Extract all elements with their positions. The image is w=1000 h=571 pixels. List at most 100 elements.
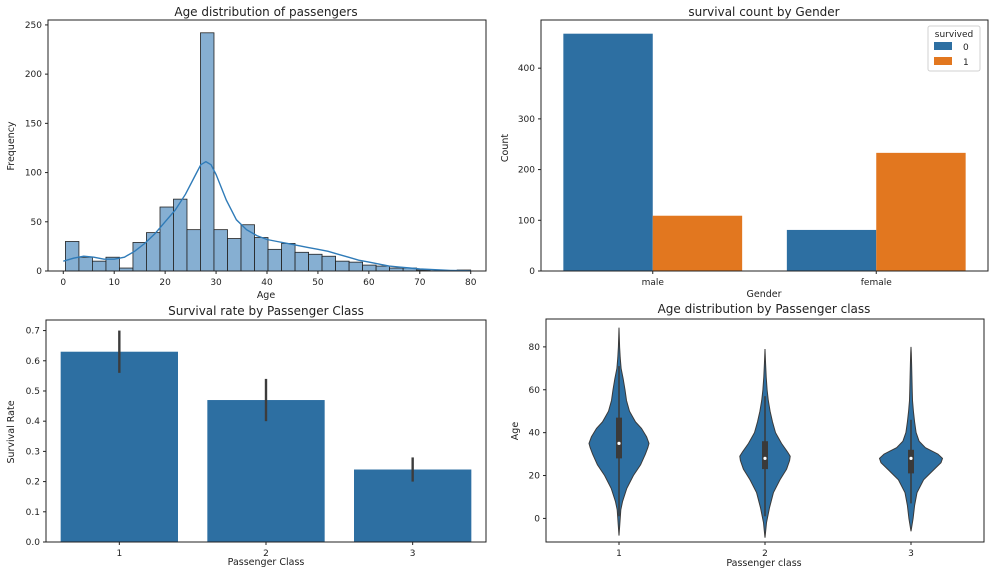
histogram-title: Age distribution of passengers — [174, 5, 357, 19]
class-rate-ytick-label: 0.2 — [26, 478, 40, 488]
violin-quartile-box — [908, 449, 914, 474]
histogram-bar — [213, 229, 228, 272]
class-rate-axes-frame — [45, 319, 487, 543]
histogram-bar — [146, 232, 161, 272]
panel-class-survival-rate: Survival rate by Passenger Class Passeng… — [6, 304, 487, 568]
gender-ytick-label: 200 — [518, 166, 535, 176]
gender-bar — [876, 152, 966, 271]
histogram-bar — [335, 260, 350, 272]
histogram-xtick-label: 50 — [312, 278, 324, 288]
histogram-xtick-label: 60 — [363, 278, 375, 288]
class-rate-ylabel: Survival Rate — [6, 400, 17, 463]
legend-label-0: 0 — [963, 43, 969, 53]
gender-chart-legend: survived 0 1 — [927, 25, 981, 72]
legend-swatch-1 — [934, 57, 952, 65]
histogram-bar — [200, 32, 215, 272]
violin-median-marker — [617, 441, 621, 445]
violin-ytick-label: 40 — [529, 429, 541, 439]
gender-ytick-label: 0 — [529, 267, 535, 277]
gender-ytick-label: 400 — [518, 64, 535, 74]
class-rate-ytick-label: 0.6 — [26, 357, 41, 367]
class-rate-bar — [207, 400, 325, 542]
violin-ytick-label: 60 — [529, 386, 541, 396]
violin-median-marker — [763, 456, 767, 460]
class-rate-bar — [60, 351, 178, 542]
histogram-bar — [186, 229, 201, 272]
histogram-xtick-label: 0 — [60, 278, 66, 288]
class-rate-xtick-label: 1 — [116, 549, 122, 559]
histogram-kde-line — [63, 160, 471, 272]
class-rate-ytick-label: 0.1 — [26, 508, 40, 518]
histogram-bar — [375, 265, 390, 272]
histogram-xtick-label: 20 — [159, 278, 171, 288]
violin-xlabel: Passenger class — [726, 558, 801, 569]
violin-xtick-label: 3 — [908, 549, 914, 559]
class-rate-xtick-label: 3 — [410, 549, 416, 559]
histogram-ylabel: Frequency — [6, 121, 17, 170]
histogram-ytick-label: 150 — [25, 119, 42, 129]
class-rate-ytick-label: 0.7 — [26, 327, 40, 337]
violin-ytick-label: 0 — [534, 514, 540, 524]
class-rate-ytick-label: 0.4 — [26, 417, 41, 427]
class-rate-ytick-label: 0.0 — [26, 538, 41, 548]
histogram-bar — [321, 255, 336, 272]
gender-xtick-label: male — [642, 278, 665, 288]
histogram-ytick-label: 200 — [25, 70, 42, 80]
gender-bar — [652, 215, 743, 271]
gender-bar — [786, 229, 877, 271]
histogram-bar — [281, 243, 296, 272]
histogram-xlabel: Age — [257, 290, 276, 301]
legend-label-1: 1 — [963, 58, 969, 68]
gender-chart-xlabel: Gender — [746, 289, 781, 300]
legend-swatch-0 — [934, 42, 952, 50]
histogram-ytick-label: 100 — [25, 169, 42, 179]
histogram-xtick-label: 40 — [261, 278, 273, 288]
histogram-bar — [254, 237, 269, 272]
gender-bar — [563, 33, 653, 271]
gender-chart-ylabel: Count — [500, 134, 511, 162]
class-rate-ytick-label: 0.3 — [26, 447, 40, 457]
violin-quartile-box — [762, 441, 768, 470]
histogram-bar — [227, 238, 242, 272]
class-rate-xtick-label: 2 — [263, 549, 269, 559]
histogram-bar — [362, 264, 377, 272]
histogram-ytick-label: 250 — [25, 21, 42, 31]
histogram-bar — [92, 260, 107, 272]
histogram-bar — [240, 224, 255, 272]
histogram-bar — [308, 253, 323, 272]
violin-xtick-label: 2 — [762, 549, 768, 559]
violin-quartile-box — [616, 417, 622, 459]
gender-xtick-label: female — [861, 278, 892, 288]
histogram-xtick-label: 10 — [108, 278, 120, 288]
histogram-bar — [65, 241, 80, 272]
histogram-bar — [159, 206, 174, 272]
gender-chart-title: survival count by Gender — [688, 5, 839, 19]
histogram-bar — [267, 248, 282, 272]
histogram-bar — [348, 261, 363, 272]
histogram-axes-frame — [47, 19, 487, 272]
class-rate-title: Survival rate by Passenger Class — [168, 304, 364, 318]
class-rate-xlabel: Passenger Class — [228, 557, 305, 568]
histogram-xtick-label: 70 — [414, 278, 426, 288]
gender-chart-axes-frame — [540, 19, 989, 272]
violin-ytick-label: 80 — [529, 343, 541, 353]
violin-median-marker — [909, 456, 913, 460]
class-rate-ytick-label: 0.5 — [26, 387, 40, 397]
panel-gender-survival: survival count by Gender Gender Count ma… — [500, 5, 989, 300]
histogram-ytick-label: 50 — [31, 218, 43, 228]
violin-ytick-label: 20 — [529, 472, 541, 482]
gender-ytick-label: 300 — [518, 115, 535, 125]
violin-ylabel: Age — [510, 422, 521, 441]
violin-title: Age distribution by Passenger class — [658, 302, 871, 316]
legend-title: survived — [935, 30, 974, 40]
histogram-ytick-label: 0 — [36, 267, 42, 277]
violin-axes-frame — [545, 318, 985, 543]
histogram-xtick-label: 80 — [465, 278, 477, 288]
panel-age-violin: Age distribution by Passenger class Pass… — [510, 302, 985, 569]
histogram-bar — [294, 251, 309, 272]
panel-age-histogram: Age distribution of passengers Age Frequ… — [6, 5, 487, 301]
violin-xtick-label: 1 — [616, 549, 622, 559]
histogram-xtick-label: 30 — [210, 278, 222, 288]
gender-ytick-label: 100 — [518, 216, 535, 226]
